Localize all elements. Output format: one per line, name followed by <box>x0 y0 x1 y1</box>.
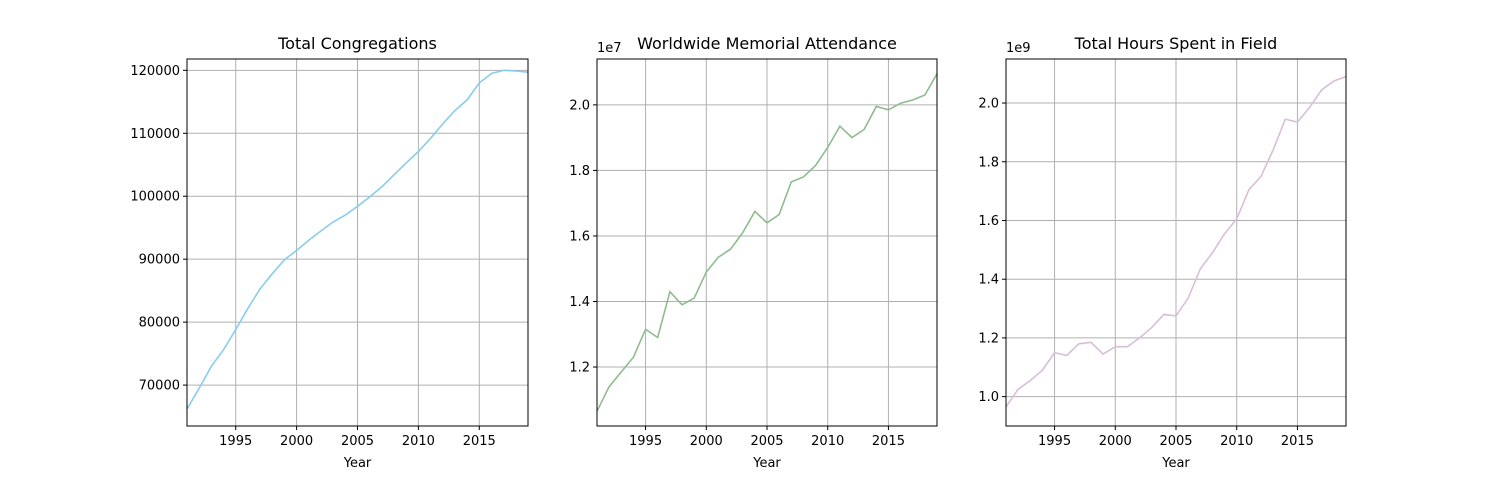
chart-title: Total Hours Spent in Field <box>1074 34 1278 53</box>
x-tick-label: 2005 <box>750 434 783 449</box>
chart-panel-2: 1995 2000 2005 2010 2015 1.2 1.4 1.6 1.8 2.0 World… <box>569 34 938 471</box>
chart-title: Worldwide Memorial Attendance <box>637 34 897 53</box>
y-tick-label: 110000 <box>130 127 180 142</box>
x-axis-label: Year <box>343 456 372 471</box>
x-axis-label: Year <box>1161 456 1190 471</box>
chart-panel-3: 1995 2000 2005 2010 2015 1.0 1.2 1.4 1.6 1.8 2.0 To… <box>978 34 1347 471</box>
series-line <box>596 73 938 412</box>
y-tick-label: 2.0 <box>569 98 590 113</box>
x-tick-label: 2000 <box>280 434 313 449</box>
y-tick-label: 1.2 <box>978 331 999 346</box>
y-tick-label: 80000 <box>139 316 180 331</box>
x-tick-label: 2015 <box>463 434 496 449</box>
x-tick-label: 1995 <box>629 434 662 449</box>
y-tick-label: 70000 <box>139 379 180 394</box>
x-tick-label: 2000 <box>1099 434 1132 449</box>
x-tick-label: 2015 <box>1281 434 1314 449</box>
x-tick-label: 2005 <box>341 434 374 449</box>
y-tick-label: 90000 <box>139 253 180 268</box>
y-tick-label: 1.2 <box>569 361 590 376</box>
x-tick-label: 2005 <box>1159 434 1192 449</box>
y-tick-label: 100000 <box>130 190 180 205</box>
x-tick-label: 2015 <box>872 434 905 449</box>
y-tick-label: 1.8 <box>978 155 999 170</box>
y-tick-label: 1.0 <box>978 390 999 405</box>
x-tick-label: 2010 <box>811 434 844 449</box>
x-tick-label: 2010 <box>402 434 435 449</box>
x-tick-label: 2010 <box>1220 434 1253 449</box>
chart-title: Total Congregations <box>277 34 437 53</box>
y-axis-exponent: 1e9 <box>1006 41 1031 56</box>
y-tick-label: 1.6 <box>978 214 999 229</box>
y-axis-exponent: 1e7 <box>597 41 622 56</box>
chart-panel-1: 1995 2000 2005 2010 2015 70000 80000 90000 10000… <box>130 34 529 471</box>
series-line <box>1005 75 1347 408</box>
y-tick-label: 1.4 <box>978 273 999 288</box>
x-tick-label: 2000 <box>690 434 723 449</box>
x-axis-label: Year <box>752 456 781 471</box>
x-tick-label: 1995 <box>1038 434 1071 449</box>
x-tick-label: 1995 <box>219 434 252 449</box>
y-tick-label: 120000 <box>130 64 180 79</box>
y-tick-label: 1.8 <box>569 164 590 179</box>
series-line <box>186 69 529 410</box>
y-tick-label: 1.6 <box>569 229 590 244</box>
y-tick-label: 1.4 <box>569 295 590 310</box>
y-tick-label: 2.0 <box>978 97 999 112</box>
